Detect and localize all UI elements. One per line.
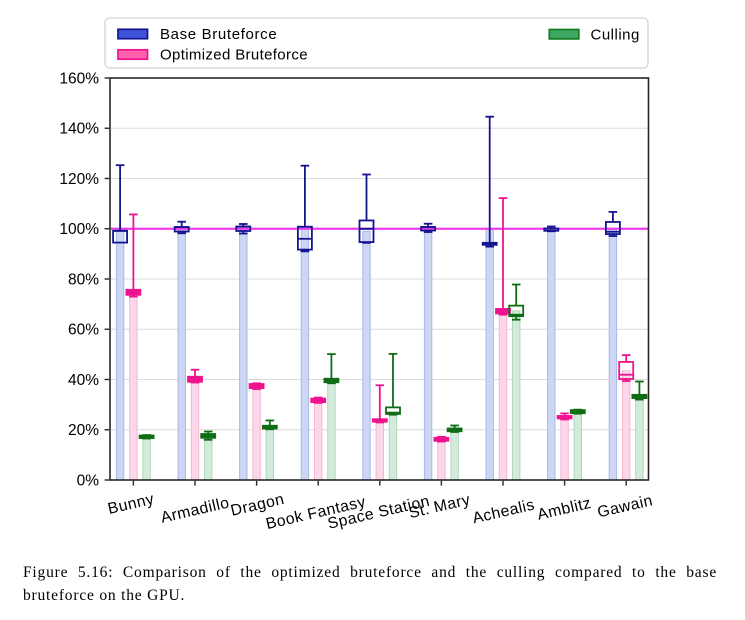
svg-text:Gawain: Gawain (596, 492, 655, 521)
svg-text:Armadillo: Armadillo (159, 494, 231, 526)
svg-text:0%: 0% (77, 472, 100, 489)
svg-text:20%: 20% (68, 422, 99, 439)
svg-text:120%: 120% (59, 171, 99, 188)
svg-text:100%: 100% (59, 221, 99, 238)
svg-text:40%: 40% (68, 372, 99, 389)
svg-text:Achealis: Achealis (471, 497, 537, 528)
svg-text:Optimized Bruteforce: Optimized Bruteforce (160, 47, 308, 64)
svg-text:80%: 80% (68, 271, 99, 288)
svg-text:140%: 140% (59, 121, 99, 138)
svg-text:160%: 160% (59, 70, 99, 87)
svg-text:60%: 60% (68, 322, 99, 339)
svg-text:Bunny: Bunny (106, 491, 156, 518)
svg-text:Base Bruteforce: Base Bruteforce (160, 26, 277, 43)
svg-text:Culling: Culling (591, 26, 640, 43)
svg-text:Amblitz: Amblitz (536, 495, 593, 524)
